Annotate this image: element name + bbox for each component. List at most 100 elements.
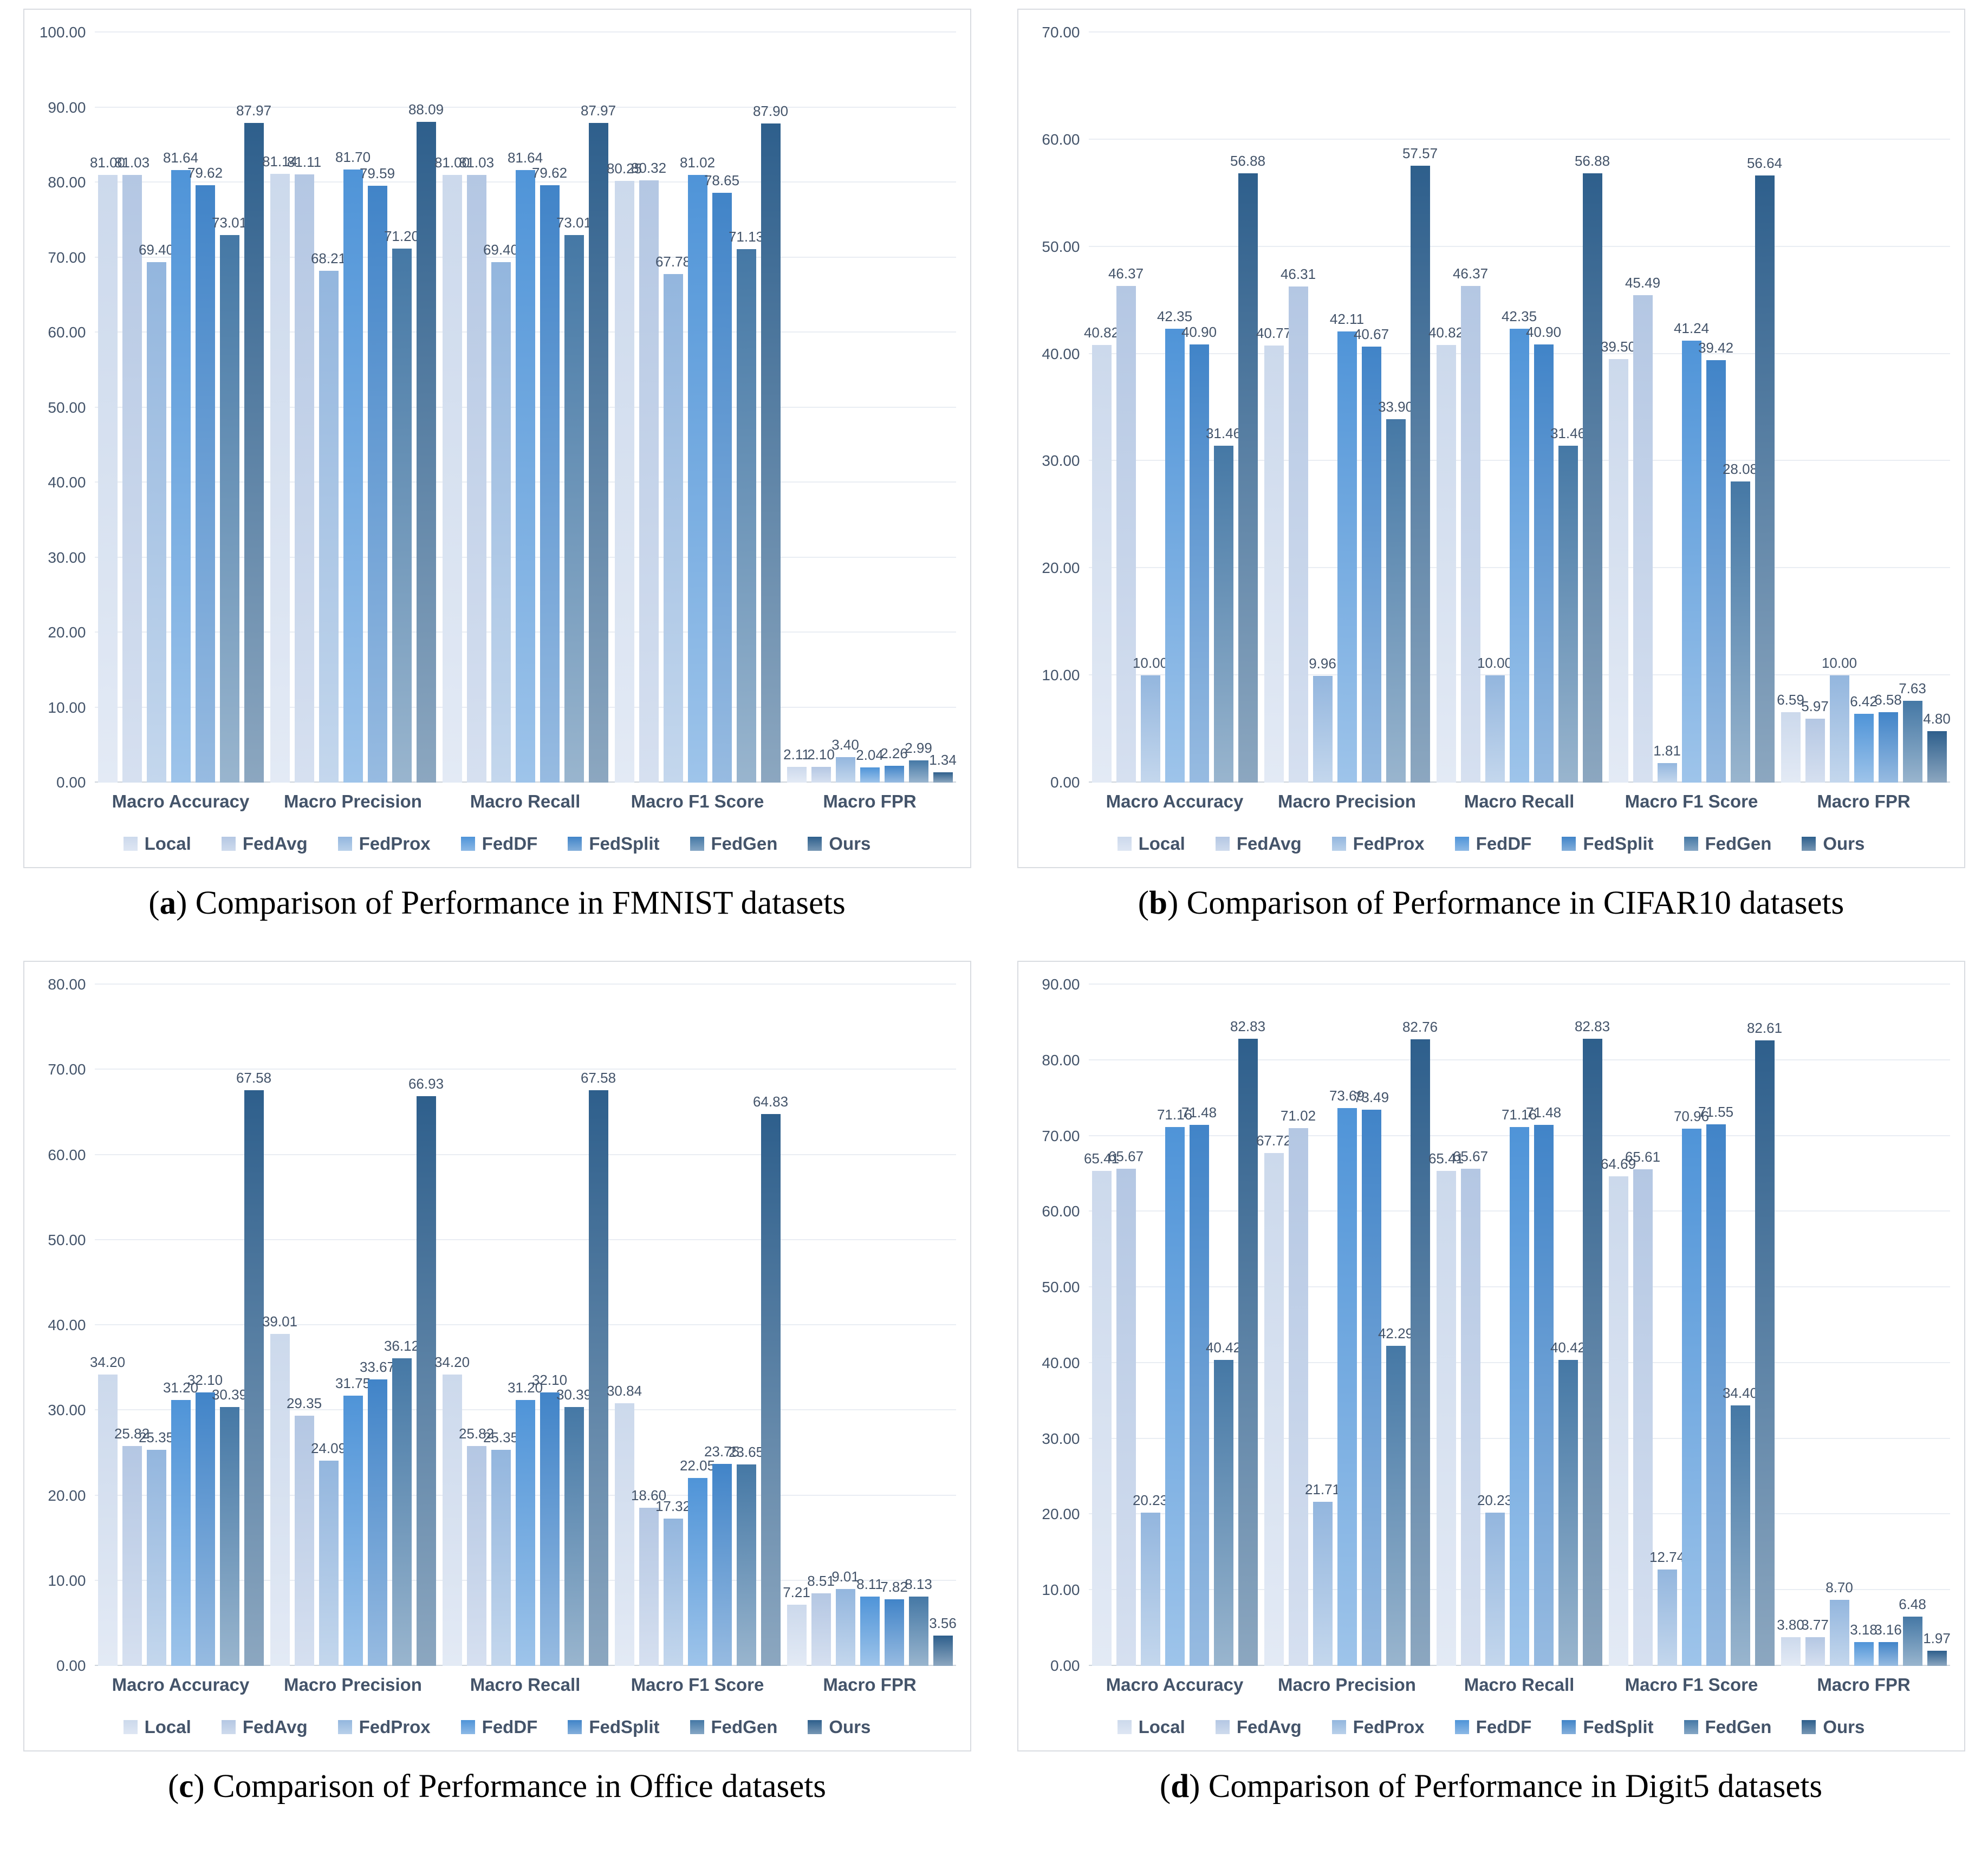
bar-feddf: 81.64	[163, 149, 198, 783]
bar-slot: 87.90	[753, 32, 788, 783]
bar-value-label: 81.03	[458, 154, 495, 171]
bar-value-label: 3.56	[929, 1615, 957, 1632]
bar-fedsplit: 71.48	[1181, 1104, 1217, 1666]
bar-ours: 67.58	[581, 1070, 616, 1666]
bar-groups: 40.82 46.37 10.00 42.35 40.90 31.46 56.88 40.77…	[1084, 32, 1951, 783]
y-axis-tick-label: 0.00	[56, 1657, 86, 1674]
bar-local: 81.00	[434, 154, 470, 783]
y-axis-tick-label: 60.00	[48, 1146, 86, 1163]
bar-fedavg: 65.61	[1625, 1149, 1660, 1666]
bar-group: 40.82 46.37 10.00 42.35 40.90 31.46 56.88	[1428, 32, 1610, 783]
bar-local: 81.00	[90, 154, 125, 783]
gridline	[1088, 245, 1950, 247]
bar-group: 7.21 8.51 9.01 8.11 7.82 8.13 3.56	[783, 985, 957, 1666]
bar-feddf: 71.16	[1502, 1106, 1537, 1666]
y-axis-tick-label: 50.00	[48, 1231, 86, 1248]
legend-label: FedSplit	[1583, 833, 1654, 854]
y-axis-tick-label: 50.00	[1042, 1279, 1080, 1296]
bar-slot: 6.59	[1777, 32, 1804, 783]
bar-slot: 39.50	[1601, 32, 1636, 783]
bar-slot: 36.12	[384, 985, 419, 1666]
y-axis-tick-label: 30.00	[1042, 452, 1080, 470]
category-label: Macro Accuracy	[1106, 791, 1244, 811]
bar-ours: 67.58	[236, 1070, 271, 1666]
legend-label: Local	[1138, 1717, 1185, 1737]
bar-value-label: 12.74	[1649, 1548, 1685, 1565]
bar-slot: 31.46	[1206, 32, 1241, 783]
bar-fedsplit: 3.16	[1874, 1621, 1902, 1666]
legend-item-fedavg: FedAvg	[221, 1717, 308, 1737]
bar-value-label: 66.93	[408, 1075, 444, 1092]
bar-value-label: 1.34	[929, 752, 957, 769]
bar-fedprox: 10.00	[1133, 655, 1168, 783]
y-axis-tick-label: 20.00	[1042, 559, 1080, 577]
bar-value-label: 73.01	[211, 214, 248, 231]
bar-fedsplit: 23.75	[704, 1443, 739, 1666]
bar-fedgen: 8.13	[905, 1576, 932, 1666]
bar-slot: 3.56	[929, 985, 957, 1666]
legend-swatch	[337, 837, 352, 851]
category-label: Macro Precision	[284, 1675, 422, 1695]
legend-swatch	[1331, 837, 1346, 851]
bar-slot: 81.70	[335, 32, 371, 783]
bar-fedsplit: 2.26	[880, 745, 908, 783]
bar-slot: 30.39	[212, 985, 247, 1666]
legend-swatch	[337, 1720, 352, 1734]
bar-value-label: 40.90	[1525, 323, 1562, 340]
bar-value-label: 69.40	[483, 241, 519, 258]
category-label: Macro Recall	[1464, 1675, 1575, 1695]
legend-label: FedAvg	[242, 833, 308, 854]
bar-slot: 71.48	[1526, 985, 1561, 1666]
bar-slot: 46.31	[1281, 32, 1316, 783]
bar-fedgen: 40.42	[1206, 1339, 1241, 1666]
bar-value-label: 46.31	[1280, 265, 1316, 282]
bar-value-label: 41.24	[1673, 320, 1710, 337]
bar-fedavg: 46.37	[1453, 265, 1488, 783]
bar-fedavg: 5.97	[1801, 698, 1829, 783]
bar-fedsplit: 79.62	[187, 165, 223, 783]
bar-value-label: 78.65	[704, 172, 740, 188]
bar-slot: 1.81	[1653, 32, 1681, 783]
category-label: Macro Accuracy	[112, 791, 250, 811]
bar-slot: 29.35	[287, 985, 322, 1666]
legend-item-feddf: FedDF	[1454, 1717, 1531, 1737]
bar-slot: 66.93	[408, 985, 444, 1666]
gridline	[1088, 984, 1950, 985]
legend: Local FedAvg FedProx FedDF FedSplit FedGen Our…	[1032, 1717, 1950, 1737]
bar-value-label: 25.35	[483, 1429, 519, 1446]
bar-fedavg: 29.35	[287, 1395, 322, 1666]
bar-fedgen: 28.08	[1723, 461, 1758, 783]
bar-slot: 67.78	[655, 32, 691, 783]
bar-ours: 56.88	[1230, 153, 1265, 783]
bar-slot: 6.48	[1899, 985, 1926, 1666]
bar-slot: 25.82	[459, 985, 494, 1666]
legend-item-fedsplit: FedSplit	[1562, 833, 1654, 854]
bar-ours: 82.76	[1402, 1019, 1438, 1666]
bar-slot: 87.97	[236, 32, 271, 783]
bar-value-label: 65.67	[1108, 1148, 1144, 1165]
legend-swatch	[1454, 837, 1469, 851]
bar-slot: 4.80	[1923, 32, 1951, 783]
bar-slot: 71.16	[1157, 985, 1192, 1666]
bar-groups: 34.20 25.82 25.35 31.20 32.10 30.39 67.58 39.01…	[90, 985, 957, 1666]
bar-feddf: 31.75	[335, 1375, 371, 1666]
bar-fedsplit: 40.67	[1354, 326, 1389, 783]
category-label: Macro FPR	[1817, 1675, 1911, 1695]
bar-value-label: 81.00	[89, 154, 126, 171]
y-axis-tick-label: 60.00	[48, 324, 86, 341]
bar-value-label: 40.42	[1205, 1339, 1242, 1356]
bar-slot: 3.40	[831, 32, 859, 783]
bar-value-label: 25.82	[458, 1425, 495, 1442]
bar-feddf: 41.24	[1674, 320, 1709, 783]
bar-value-label: 57.57	[1402, 145, 1438, 161]
bar-slot: 20.23	[1477, 985, 1512, 1666]
bar-value-label: 81.03	[114, 154, 150, 171]
bar-slot: 65.41	[1084, 985, 1119, 1666]
bar-value-label: 3.77	[1801, 1617, 1829, 1633]
bar-fedprox: 10.00	[1477, 655, 1512, 783]
legend-label: FedAvg	[242, 1717, 308, 1737]
bar-slot: 71.02	[1281, 985, 1316, 1666]
bar-value-label: 20.23	[1477, 1492, 1513, 1509]
bar-value-label: 82.83	[1574, 1018, 1610, 1035]
bar-slot: 79.59	[360, 32, 395, 783]
